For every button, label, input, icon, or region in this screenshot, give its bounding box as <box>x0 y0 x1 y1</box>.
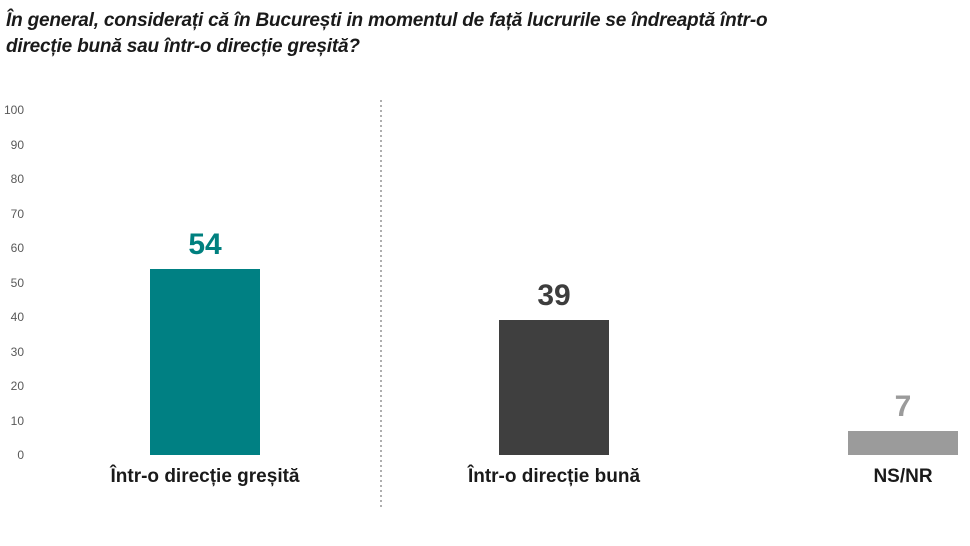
bar-group-directie-gresita: 54 <box>75 229 335 455</box>
y-tick-label: 20 <box>10 379 24 393</box>
bar-value-label: 7 <box>894 390 912 423</box>
category-label-directie-gresita: Într-o direcție greșită <box>110 466 300 487</box>
chart-title-line-1: În general, considerați că în București … <box>6 10 768 31</box>
y-tick-label: 30 <box>10 344 24 359</box>
bar-directie-buna <box>499 320 609 455</box>
bar-group-directie-buna: 39 <box>424 280 684 455</box>
y-tick-label: 10 <box>10 413 24 428</box>
category-label-directie-buna: Într-o direcție bună <box>467 466 641 487</box>
y-tick-label: 100 <box>3 103 24 117</box>
dotted-separator-line <box>380 100 382 508</box>
plot-area: 54 39 7 <box>0 110 970 455</box>
y-tick-label: 80 <box>10 172 24 186</box>
y-tick-label: 50 <box>10 275 24 290</box>
y-tick-label: 0 <box>17 448 24 462</box>
bar-value-label: 54 <box>188 228 222 261</box>
y-tick-label: 70 <box>10 206 24 221</box>
chart-title: În general, considerați că în București … <box>6 8 936 60</box>
y-axis: 0 10 20 30 40 50 60 70 80 90 100 <box>0 0 26 546</box>
y-tick-label: 60 <box>10 241 24 255</box>
chart-title-line-2: direcție bună sau într-o direcție greșit… <box>6 36 360 57</box>
y-tick-label: 40 <box>10 310 24 324</box>
bar-value-label: 39 <box>537 279 571 312</box>
bar-directie-gresita <box>150 269 260 455</box>
category-label-nsnr: NS/NR <box>873 466 933 487</box>
bar-nsnr <box>848 431 958 455</box>
bar-group-nsnr: 7 <box>773 391 970 455</box>
y-tick-label: 90 <box>10 137 24 152</box>
